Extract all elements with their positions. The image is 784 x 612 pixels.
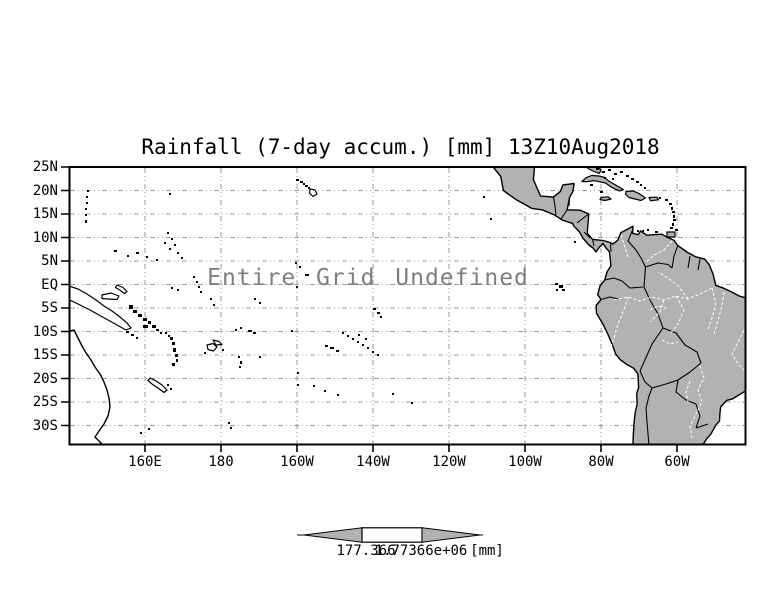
jamaica <box>599 196 612 202</box>
hispaniola <box>624 190 647 202</box>
lat-tick-label: 25S <box>32 394 58 410</box>
lon-tick-label: 160W <box>280 454 314 470</box>
colorbar-min-label: 177.366 <box>336 543 396 559</box>
colorbar-right-arrow <box>421 527 481 543</box>
colorbar-mid-box <box>361 527 423 543</box>
colorbar <box>297 527 483 543</box>
lon-tick-label: 120W <box>432 454 466 470</box>
lat-tick-label: 30S <box>32 417 58 434</box>
rivers <box>609 234 745 439</box>
island-specks <box>85 168 678 434</box>
lon-tick-label: 160E <box>128 454 162 470</box>
lat-tick-label: 20N <box>32 182 58 199</box>
colorbar-max-label: 1.77366e+06 <box>374 543 468 559</box>
lat-tick-label: 15N <box>32 206 58 222</box>
geography-layer <box>70 167 745 445</box>
colorbar-units-label: [mm] <box>470 543 504 559</box>
new-britain <box>101 292 120 301</box>
lon-tick-label: 80W <box>588 454 614 470</box>
new-caledonia <box>147 377 168 394</box>
plot-title: Rainfall (7-day accum.) [mm] 13Z10Aug201… <box>141 135 660 159</box>
axis-ticks <box>61 166 678 452</box>
lat-tick-label: 20S <box>32 370 58 387</box>
lon-tick-label: 180 <box>208 454 234 470</box>
lat-tick-label: EQ <box>41 276 58 293</box>
puerto-rico <box>648 196 660 202</box>
hawaii-big-island <box>308 188 318 198</box>
cuba <box>581 174 625 192</box>
americas-landmass <box>492 167 745 445</box>
lon-tick-label: 100W <box>508 454 542 470</box>
lat-tick-label: 5N <box>41 253 58 269</box>
country-borders <box>552 197 709 445</box>
lon-tick-label: 60W <box>664 454 690 470</box>
graticule <box>70 168 744 444</box>
lat-tick-label: 15S <box>32 347 58 363</box>
fiji-vanua-levu <box>212 339 223 346</box>
new-ireland <box>114 284 128 295</box>
lat-tick-label: 10S <box>32 323 58 340</box>
lat-tick-label: 25N <box>32 159 58 175</box>
colorbar-left-arrow <box>303 527 363 543</box>
trinidad <box>666 231 676 238</box>
fiji-viti-levu <box>206 342 218 352</box>
map-frame <box>68 166 747 446</box>
new-guinea <box>70 285 132 331</box>
undefined-message: Entire Grid Undefined <box>207 265 529 291</box>
australia-coast <box>70 329 111 445</box>
lat-tick-label: 10N <box>32 229 58 246</box>
lat-tick-label: 5S <box>41 300 58 316</box>
lon-tick-label: 140W <box>356 454 390 470</box>
